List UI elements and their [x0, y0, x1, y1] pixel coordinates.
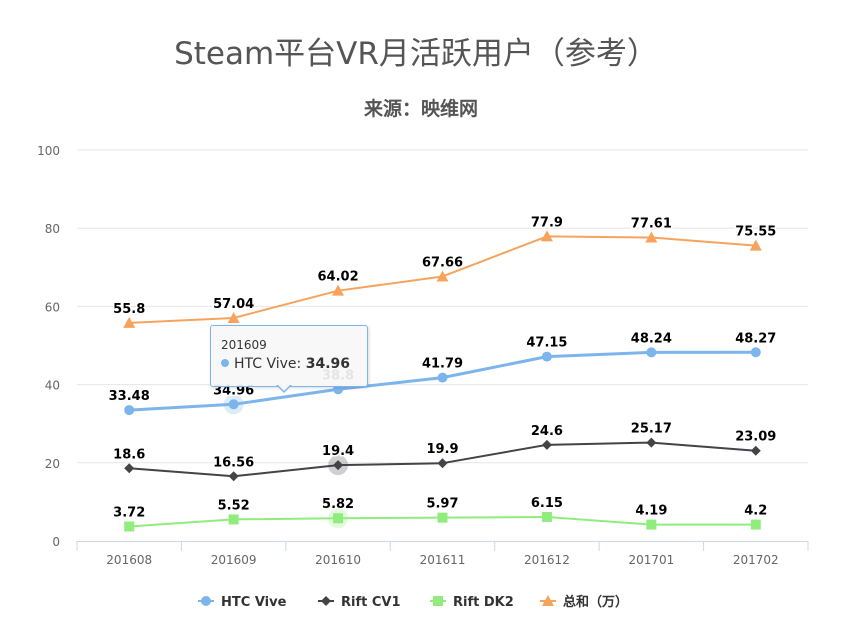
data-label: 16.56 [213, 455, 254, 470]
legend-marker-icon [321, 596, 331, 606]
y-tick-label: 40 [45, 379, 60, 393]
tooltip: 201609 HTC Vive: 34.96 [210, 325, 368, 387]
data-point [645, 231, 658, 243]
data-label: 47.15 [526, 336, 567, 351]
grid-lines [77, 149, 808, 464]
data-point [646, 437, 657, 448]
data-point [228, 399, 239, 410]
data-label: 19.4 [322, 444, 354, 459]
data-point [332, 284, 345, 296]
tooltip-value: 34.96 [305, 356, 351, 372]
y-tick-label: 60 [45, 300, 60, 314]
data-label: 4.2 [744, 504, 767, 519]
data-label: 57.04 [213, 297, 254, 312]
y-tick-label: 80 [45, 222, 60, 236]
data-label: 77.9 [531, 215, 563, 230]
x-axis: 201608 201609 201610 201611 201612 201701 2017… [76, 541, 809, 567]
data-label: 25.17 [631, 422, 672, 437]
data-label: 18.6 [113, 447, 145, 462]
x-tick-label: 201611 [420, 553, 466, 567]
legend-marker-icon [542, 595, 554, 606]
data-point [750, 347, 761, 358]
data-point [124, 521, 135, 532]
data-point [540, 230, 553, 242]
tooltip-arrow-inner [277, 384, 291, 391]
legend-item-label: 总和（万） [563, 594, 628, 610]
chart-subtitle: 来源：映维网 [364, 97, 478, 120]
data-label: 48.27 [735, 331, 776, 346]
x-tick-label: 201702 [733, 553, 779, 567]
tooltip-series-dot-icon [221, 359, 229, 367]
x-tick-label: 201608 [106, 553, 152, 567]
data-label: 4.19 [635, 504, 667, 519]
x-tick-label: 201610 [315, 553, 361, 567]
legend-item-label: HTC Vive [221, 595, 287, 610]
data-label: 3.72 [113, 505, 145, 520]
data-point [123, 316, 136, 328]
data-label: 23.09 [735, 430, 776, 445]
data-label: 55.8 [113, 302, 145, 317]
series-group [123, 230, 762, 532]
data-label: 48.24 [631, 331, 672, 346]
data-label: 5.97 [426, 497, 458, 512]
data-point [124, 463, 135, 474]
data-label: 75.55 [735, 225, 776, 240]
y-tick-label: 20 [45, 457, 60, 471]
data-point [227, 311, 240, 323]
data-point [646, 347, 657, 358]
chart-title: Steam平台VR月活跃用户（参考） [174, 36, 658, 72]
data-label: 5.82 [322, 497, 354, 512]
data-point [333, 513, 344, 524]
x-tick-label: 201701 [628, 553, 674, 567]
data-point [437, 372, 448, 383]
data-label: 5.52 [218, 498, 250, 513]
legend: HTC Vive Rift CV1 Rift DK2 总和（万） [198, 594, 628, 610]
data-point [541, 511, 552, 522]
data-labels: 33.4834.9638.841.7947.1548.2448.2718.616… [107, 214, 778, 522]
data-point [749, 239, 762, 251]
data-label: 41.79 [422, 357, 463, 372]
data-label: 19.9 [426, 442, 458, 457]
data-point [124, 405, 135, 416]
data-label: 67.66 [422, 255, 463, 270]
data-point [750, 519, 761, 530]
legend-item-label: Rift CV1 [341, 595, 401, 610]
x-tick-label: 201612 [524, 553, 570, 567]
y-tick-label: 0 [52, 535, 60, 549]
data-label: 24.6 [531, 424, 563, 439]
legend-marker-icon [433, 596, 443, 606]
data-label: 6.15 [531, 496, 563, 511]
data-label: 33.48 [109, 389, 150, 404]
y-axis: 0 20 40 60 80 100 [37, 144, 60, 549]
tooltip-category: 201609 [221, 338, 267, 352]
legend-item-label: Rift DK2 [453, 595, 514, 610]
y-tick-label: 100 [37, 144, 60, 158]
data-point [541, 351, 552, 362]
data-point [333, 460, 344, 471]
data-label: 64.02 [318, 270, 359, 285]
x-tick-label: 201609 [211, 553, 257, 567]
data-point [541, 439, 552, 450]
data-point [646, 519, 657, 530]
data-label: 77.61 [631, 217, 672, 232]
legend-marker-icon [201, 596, 211, 606]
tooltip-row: HTC Vive: 34.96 [221, 356, 350, 372]
data-point [436, 270, 449, 282]
data-point [228, 514, 239, 525]
data-point [437, 458, 448, 469]
data-point [437, 512, 448, 523]
data-point [228, 471, 239, 482]
data-point [750, 445, 761, 456]
tooltip-series-label: HTC Vive: [234, 356, 306, 372]
